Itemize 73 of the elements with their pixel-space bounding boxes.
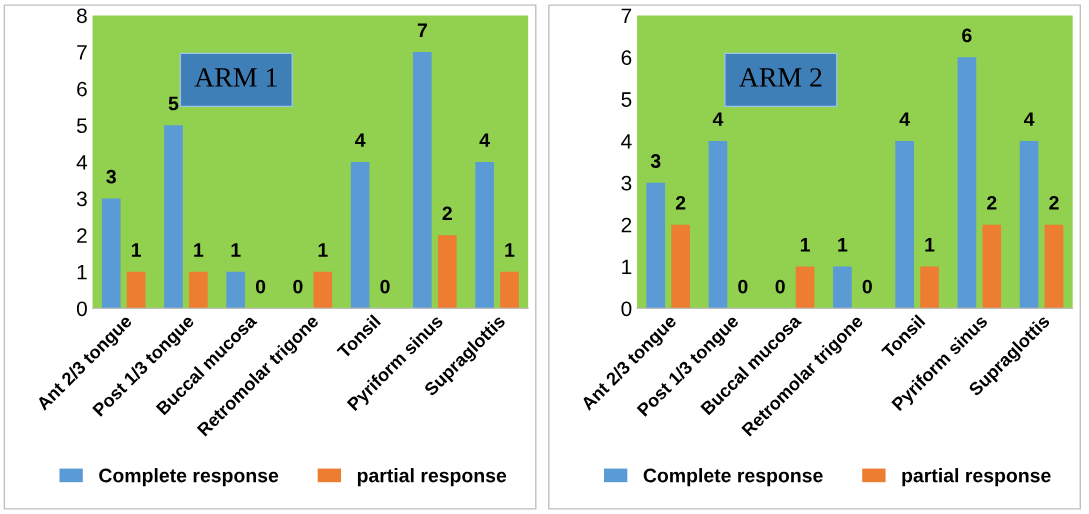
bar <box>226 271 246 309</box>
data-label: 1 <box>838 238 848 252</box>
bar <box>895 140 914 309</box>
data-label: 7 <box>417 23 427 37</box>
bar <box>671 224 690 309</box>
y-tick-label: 8 <box>77 8 87 24</box>
text: ARM 1 <box>194 68 277 87</box>
data-label: 4 <box>479 133 490 147</box>
bar <box>833 266 852 309</box>
y-tick-label: 6 <box>621 50 632 66</box>
data-label: 1 <box>505 243 515 257</box>
data-label: 0 <box>738 279 748 294</box>
bar <box>795 266 815 309</box>
legend-label: partial response <box>902 468 1051 487</box>
data-label: 4 <box>1023 112 1035 126</box>
data-label: 2 <box>675 195 686 210</box>
bar <box>708 140 728 309</box>
bar <box>1019 140 1039 309</box>
legend-label: partial response <box>357 468 507 487</box>
y-tick-label: 7 <box>77 45 87 60</box>
data-label: 4 <box>712 112 724 126</box>
data-label: 4 <box>899 112 910 126</box>
y-tick-label: 1 <box>622 259 632 275</box>
y-tick-label: 3 <box>621 175 632 191</box>
legend-label: Complete response <box>99 468 279 487</box>
data-label: 1 <box>800 238 810 252</box>
bar <box>350 161 370 309</box>
data-label: 0 <box>775 279 785 294</box>
data-label: 1 <box>318 243 328 257</box>
bar <box>189 271 208 309</box>
y-tick-label: 0 <box>76 301 87 317</box>
data-label: 3 <box>650 154 661 168</box>
bar <box>1044 224 1064 309</box>
data-label: 2 <box>442 206 452 221</box>
bar <box>437 235 457 309</box>
y-tick-label: 5 <box>621 92 632 107</box>
data-label: 2 <box>1049 195 1059 210</box>
y-tick-label: 2 <box>77 228 87 243</box>
data-label: 5 <box>168 96 179 111</box>
bar <box>164 125 183 309</box>
bar <box>500 271 519 309</box>
y-tick-label: 1 <box>77 264 87 280</box>
data-label: 0 <box>293 279 303 294</box>
y-tick-label: 2 <box>621 217 632 233</box>
y-tick-label: 7 <box>621 8 632 23</box>
y-tick-label: 3 <box>76 191 87 207</box>
bar <box>126 271 146 309</box>
bar <box>101 198 121 309</box>
y-tick-label: 4 <box>76 155 88 170</box>
bar <box>475 161 494 309</box>
data-label: 4 <box>355 133 366 147</box>
data-label: 3 <box>106 169 116 184</box>
y-tick-label: 0 <box>621 301 632 317</box>
data-label: 1 <box>194 243 204 257</box>
data-label: 0 <box>862 279 872 294</box>
y-tick-label: 6 <box>77 81 87 97</box>
legend-label: Complete response <box>643 468 823 487</box>
bar <box>313 271 333 309</box>
data-label: 1 <box>131 243 141 257</box>
bar <box>920 266 939 309</box>
data-label: 0 <box>380 279 390 294</box>
bar <box>957 57 977 309</box>
bar <box>646 182 666 309</box>
data-label: 6 <box>962 28 972 43</box>
bar <box>982 224 1002 309</box>
y-tick-label: 5 <box>76 118 87 134</box>
data-label: 2 <box>987 195 997 210</box>
text: ARM 2 <box>739 68 822 87</box>
data-label: 1 <box>231 243 241 257</box>
data-label: 1 <box>925 238 935 252</box>
bar <box>413 52 432 309</box>
y-tick-label: 4 <box>621 134 632 149</box>
data-label: 0 <box>255 279 266 294</box>
